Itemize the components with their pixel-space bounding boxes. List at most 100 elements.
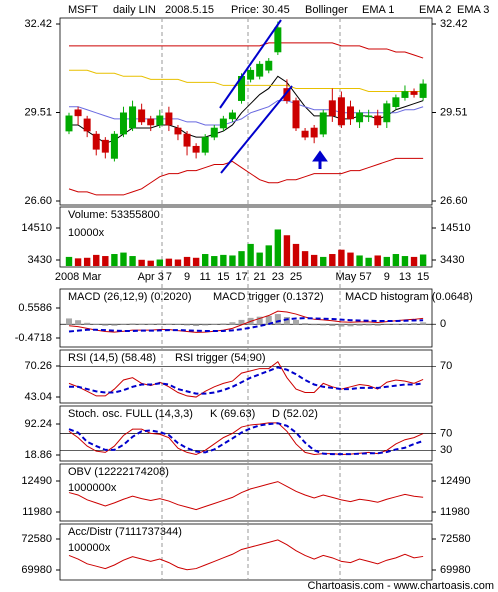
volume-bar	[320, 256, 327, 266]
y-tick-label: 43.04	[24, 391, 52, 403]
histogram-bar	[401, 323, 408, 325]
histogram-bar	[165, 323, 172, 325]
volume-bar	[156, 259, 163, 266]
overlay-line	[69, 42, 424, 59]
candle-body	[74, 109, 82, 117]
candle-body	[301, 130, 309, 138]
histogram-bar	[229, 322, 236, 325]
candle-body	[165, 112, 173, 126]
marks: 32.42 32.42 29.51 29.51 26.60 26.60 Bollinger E…	[15, 4, 490, 576]
candle-body	[83, 118, 91, 132]
volume-bar	[93, 254, 100, 266]
legend-entry: EMA 1	[362, 4, 394, 16]
volume-bar	[111, 254, 118, 266]
y-tick-label: 69980	[21, 564, 52, 576]
x-tick-label: 13	[399, 271, 411, 283]
overlay-line	[69, 100, 424, 126]
histogram-bar	[274, 314, 281, 325]
rsi-frame	[59, 349, 433, 404]
legend-entry: Bollinger	[305, 4, 348, 16]
obv-frame	[59, 463, 433, 522]
candle-body	[92, 133, 100, 150]
histogram-bar	[293, 319, 299, 325]
candle-body	[374, 115, 382, 126]
y-tick-label-right: 11980	[440, 506, 470, 518]
volume-bar	[301, 251, 309, 266]
volume-bar	[274, 229, 282, 266]
candle-body	[228, 112, 236, 120]
volume-bar	[102, 256, 109, 266]
volume-bar	[338, 249, 345, 266]
candle-body	[147, 118, 155, 126]
histogram-bar	[238, 319, 245, 325]
legend-entry: D (52.02)	[272, 408, 318, 420]
candle-body	[337, 97, 345, 126]
series-line	[68, 422, 424, 456]
candle-body	[410, 91, 418, 95]
x-tick-label: 21	[254, 271, 266, 283]
volume-bar	[220, 254, 227, 266]
y-tick-label-right: 14510	[440, 222, 471, 234]
overlay-line	[68, 157, 424, 196]
candle-body	[392, 97, 400, 108]
histogram-bar	[193, 324, 200, 327]
volume-bar	[283, 235, 291, 266]
volume-bar	[165, 258, 173, 266]
volume-bar	[329, 254, 336, 266]
histogram-bar	[411, 323, 418, 325]
histogram-bar	[66, 318, 72, 325]
y2-tick-label: 0	[440, 318, 446, 330]
candle-body	[183, 133, 191, 147]
date: 2008.5.15	[165, 4, 214, 16]
volume-bar	[211, 256, 218, 266]
candle-body	[256, 63, 264, 77]
series-line	[68, 539, 424, 571]
series-line	[69, 366, 424, 395]
y-tick-label: 29.51	[24, 106, 52, 118]
y-tick-label: 18.86	[24, 449, 52, 461]
volume-bar	[292, 243, 300, 266]
legend-entry: OBV (12222174208)	[68, 466, 169, 478]
volume-bar	[202, 254, 209, 266]
price-frame	[59, 17, 433, 206]
scale-label: 1000000x	[68, 482, 117, 494]
volume-bar	[129, 256, 136, 266]
candle-body	[383, 103, 391, 123]
candle-body	[101, 139, 109, 153]
volume-frame	[59, 206, 433, 268]
candle-body	[419, 83, 427, 98]
candle-body	[319, 112, 327, 135]
y-tick-label-right: 32.42	[440, 18, 468, 30]
y2-tick-label: 30	[440, 444, 452, 456]
candle-body	[310, 127, 318, 138]
histogram-bar	[320, 324, 327, 326]
volume-bar	[120, 252, 127, 266]
price-label: Price: 30.45	[231, 4, 290, 16]
overlay-line	[69, 75, 424, 144]
y-tick-label-right: 72580	[440, 533, 471, 545]
volume-bar	[229, 255, 236, 266]
candle-body	[110, 133, 118, 159]
candle-body	[219, 118, 227, 129]
legend-entry: MACD trigger (0.1372)	[213, 291, 324, 303]
histogram-bar	[184, 324, 191, 326]
series-line	[68, 422, 424, 456]
candle-body	[346, 106, 354, 120]
candle-body	[119, 112, 127, 135]
candle-body	[265, 60, 273, 71]
candle-body	[247, 69, 255, 80]
candle-body	[65, 115, 73, 132]
series-line	[68, 481, 424, 511]
candle-body	[328, 100, 336, 117]
volume-bar	[174, 259, 182, 266]
volume-bar	[401, 256, 409, 266]
histogram-bar	[202, 324, 209, 326]
x-tick-label: Apr 3	[138, 271, 164, 283]
y2-tick-label: 70	[440, 427, 452, 439]
y-tick-label: 26.60	[24, 195, 52, 207]
series-line	[68, 360, 424, 398]
volume-bar	[192, 257, 200, 266]
footer: Chartoasis.com - www.chartoasis.com	[308, 580, 494, 592]
histogram-bar	[347, 324, 354, 327]
candle-body	[283, 88, 291, 101]
